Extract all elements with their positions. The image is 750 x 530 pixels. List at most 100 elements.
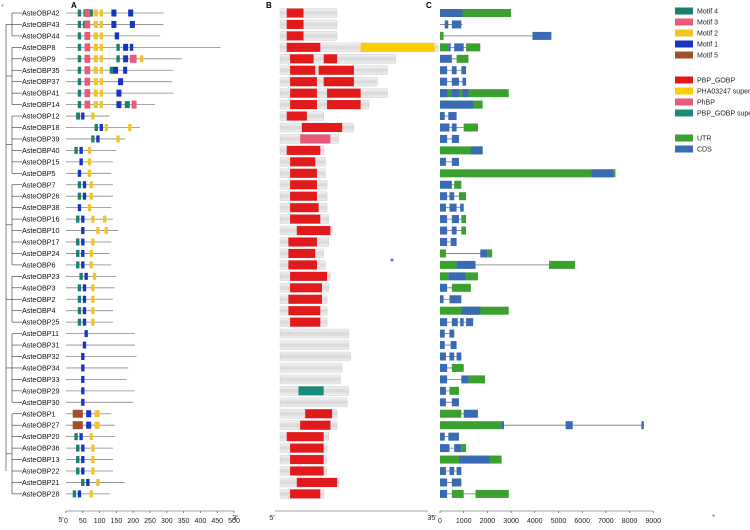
axis-a-tick-label: 450 [211, 518, 223, 525]
utr-block [461, 226, 467, 235]
protein-bar [279, 340, 350, 350]
axis-c-tick-label: 0 [438, 518, 442, 525]
utr-block [440, 272, 449, 281]
motif-2 [99, 89, 103, 97]
motif-1 [84, 272, 88, 280]
motif-1 [129, 43, 134, 51]
motif-2 [93, 78, 98, 86]
gene-label: AsteOBP35 [22, 66, 60, 75]
motif-2 [93, 43, 98, 51]
motif-4 [77, 181, 82, 189]
cds-block [440, 375, 448, 384]
axis-b-5prime: 5' [269, 515, 274, 522]
domain-0 [290, 157, 316, 167]
cds-block [440, 100, 474, 109]
utr-block [456, 54, 469, 63]
motif-3 [84, 66, 91, 75]
panel-label-c: C [426, 1, 432, 10]
cds-block [451, 89, 459, 98]
cds-block [449, 329, 455, 338]
utr-block [440, 421, 502, 430]
utr-block [440, 409, 462, 418]
motif-1 [81, 261, 85, 269]
motif-4 [77, 89, 82, 97]
cds-block [440, 54, 452, 63]
domain-0 [290, 180, 317, 190]
gene-label: AsteOBP22 [22, 467, 60, 476]
cds-block [440, 398, 446, 407]
cds-block [440, 467, 446, 475]
motif-4 [74, 146, 78, 154]
cds-block [440, 341, 445, 350]
structure-legend-label: UTR [697, 136, 711, 143]
cds-block [461, 375, 469, 384]
structure-legend-swatch [675, 145, 693, 153]
utr-block [440, 43, 449, 52]
cds-block [462, 77, 467, 86]
cds-block [454, 444, 462, 453]
motif-2 [91, 295, 95, 303]
cds-block [449, 352, 455, 361]
utr-block [440, 31, 444, 40]
cds-block [456, 352, 462, 361]
motif-2 [104, 124, 108, 131]
axis-a-tick-label: 250 [144, 518, 156, 525]
cds-block [440, 478, 448, 487]
motif-2 [102, 215, 107, 223]
motif-4 [76, 215, 80, 223]
cds-block [440, 352, 446, 361]
cds-block [440, 318, 448, 327]
motif-legend-label: Motif 5 [697, 53, 718, 60]
cds-block [440, 444, 450, 453]
axis-a-tick-label: 500 [228, 518, 240, 525]
utr-block [440, 169, 616, 178]
motif-2 [89, 181, 93, 189]
motif-4 [81, 478, 85, 486]
gene-label: AsteOBP13 [22, 455, 60, 464]
domain-legend-swatch [675, 109, 693, 117]
marker-dot [390, 258, 394, 262]
motif-4 [77, 192, 82, 200]
motif-2 [89, 249, 93, 257]
motif-2 [91, 307, 95, 315]
domain-0 [327, 100, 361, 110]
motif-2 [94, 421, 100, 429]
motif-1 [114, 32, 120, 40]
motif-1 [81, 398, 85, 406]
axis-c-5prime: 5' [431, 515, 436, 522]
gene-label: AsteOBP27 [22, 421, 60, 430]
motif-3 [131, 100, 137, 109]
utr-block [461, 215, 467, 224]
cds-block [440, 329, 445, 338]
gene-label: AsteOBP11 [22, 329, 59, 338]
domain-0 [288, 294, 322, 304]
motif-2 [93, 9, 98, 17]
motif-4 [77, 284, 82, 292]
domain-0 [290, 100, 317, 110]
domain-0 [290, 455, 324, 465]
axis-a-tick-label: 300 [161, 518, 173, 525]
motif-4 [77, 101, 82, 109]
cds-block [480, 249, 488, 258]
motif-2 [116, 135, 120, 143]
structure-legend-label: CDS [697, 147, 712, 154]
domain-0 [286, 42, 321, 52]
domain-0 [296, 226, 331, 236]
motif-1 [81, 364, 85, 372]
cds-block [440, 66, 448, 75]
gene-label: AsteOBP12 [22, 112, 60, 121]
domain-0 [290, 283, 322, 293]
cds-block [449, 295, 462, 304]
motif-3 [129, 54, 137, 63]
domain-0 [286, 432, 324, 442]
motif-4 [76, 112, 81, 120]
domain-0 [318, 65, 354, 75]
motif-4 [77, 9, 82, 17]
motif-1 [81, 238, 85, 246]
utr-block [440, 146, 483, 155]
cds-block [451, 77, 459, 86]
motif-4 [77, 66, 82, 74]
cds-block [451, 478, 462, 487]
axis-c-tick-label: 5000 [551, 518, 567, 525]
